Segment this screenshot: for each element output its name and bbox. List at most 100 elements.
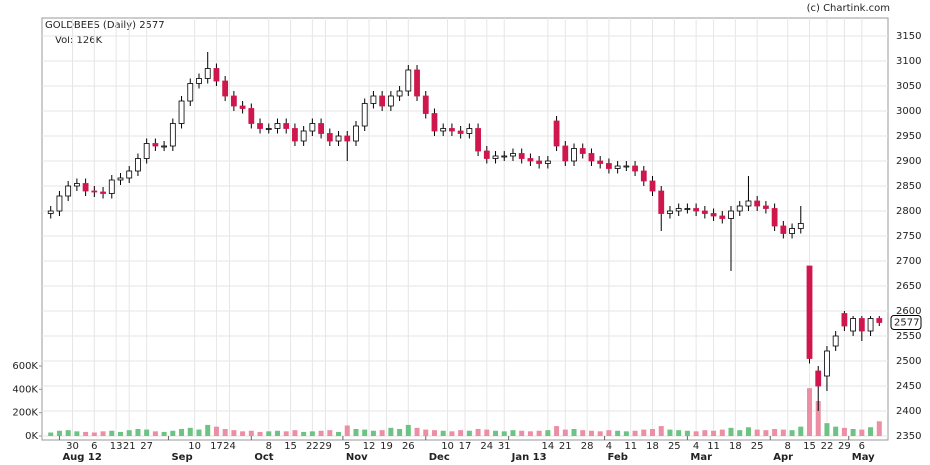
volume-bar (684, 430, 690, 436)
volume-bar (833, 426, 839, 436)
volume-bar (362, 429, 368, 436)
candle-body (82, 183, 89, 192)
x-tick-label: 17 (210, 441, 223, 452)
candle-body (492, 155, 499, 159)
volume-bar (431, 430, 437, 436)
candle-body (536, 160, 543, 164)
candle-body (806, 265, 813, 359)
volume-bar (868, 427, 874, 436)
candle-body (527, 158, 534, 162)
volume-bar (728, 427, 734, 436)
candle-body (684, 208, 691, 210)
candle-body (370, 95, 377, 104)
candle-body (483, 150, 490, 159)
month-label: Sep (171, 452, 192, 463)
candle-body (597, 160, 604, 164)
volume-bar (650, 429, 656, 436)
x-tick-label: 13 (110, 441, 123, 452)
y-tick-label: 2700 (896, 256, 921, 267)
candle-body (213, 68, 220, 82)
candle-body (161, 145, 168, 148)
volume-bar (83, 431, 89, 436)
x-tick-label: 4 (606, 441, 612, 452)
x-tick-label: 25 (668, 441, 681, 452)
candle-body (169, 123, 176, 147)
candle-body (143, 143, 150, 159)
candle-body (728, 210, 734, 219)
month-label: May (852, 452, 875, 463)
candle-body (257, 123, 263, 129)
candle-body (283, 123, 290, 129)
volume-bar (597, 431, 603, 436)
x-tick-label: 31 (498, 441, 511, 452)
volume-bar (135, 429, 141, 436)
candle-body (73, 183, 80, 187)
x-tick-label: 21 (559, 441, 572, 452)
candle-body (745, 200, 752, 207)
volume-bar (876, 421, 882, 436)
volume-bar (126, 430, 132, 436)
volume-bar (100, 431, 106, 436)
volume-bar (370, 430, 376, 436)
volume-bar (719, 429, 725, 436)
candle-body (414, 69, 420, 97)
volume-bar (187, 427, 193, 436)
volume-bar (807, 388, 813, 436)
y-tick-label: 2450 (896, 381, 921, 392)
month-label: Jan 13 (511, 452, 547, 463)
volume-bar (91, 432, 97, 436)
x-tick-label: 10 (441, 441, 454, 452)
volume-bar (667, 429, 673, 436)
candle-body (239, 105, 246, 109)
x-tick-label: 11 (707, 441, 720, 452)
candle-body (562, 145, 569, 162)
volume-bar (815, 401, 821, 436)
volume-bar (615, 430, 621, 436)
volume-bar (510, 430, 516, 436)
x-tick-label: 24 (223, 441, 236, 452)
month-label: Nov (346, 452, 368, 463)
candle-body (579, 148, 586, 154)
candle-body (501, 155, 508, 158)
volume-bar (152, 431, 158, 436)
candle-body (431, 113, 438, 132)
x-tick-label: 26 (402, 441, 415, 452)
candle-body (178, 100, 185, 124)
volume-bar (658, 426, 664, 436)
volume-bar (213, 426, 219, 436)
candle-body (841, 313, 848, 327)
candle-body (300, 130, 307, 142)
volume-bar (763, 430, 769, 436)
volume-bar (519, 430, 525, 436)
candle-body (396, 90, 403, 97)
volume-bar (48, 432, 54, 436)
candle-body (91, 190, 98, 193)
candle-body (858, 318, 865, 332)
x-tick-label: 27 (140, 441, 153, 452)
volume-bar (379, 430, 385, 436)
volume-bar (222, 429, 228, 436)
x-tick-label: 14 (541, 441, 554, 452)
x-tick-label: 6 (859, 441, 865, 452)
candle-body (675, 208, 682, 212)
candle-body (309, 123, 316, 132)
volume-bar (109, 430, 115, 436)
month-label: Feb (608, 452, 628, 463)
candle-body (230, 95, 237, 107)
y-tick-label: 3150 (896, 31, 921, 42)
candle-body (614, 165, 621, 169)
volume-bar (65, 430, 71, 436)
volume-bar (780, 429, 786, 436)
candle-body (126, 170, 133, 179)
candle-body (318, 123, 324, 134)
month-label: Aug 12 (62, 452, 101, 463)
candle-body (867, 318, 874, 332)
y-tick-label: 2600 (896, 306, 921, 317)
volume-bar (344, 425, 350, 436)
month-label: Apr (773, 452, 793, 463)
candle-body (265, 128, 272, 130)
volume-bar (623, 431, 629, 436)
y-tick-label: 3100 (896, 56, 921, 67)
volume-bar (545, 430, 551, 436)
volume-bar (475, 429, 481, 436)
